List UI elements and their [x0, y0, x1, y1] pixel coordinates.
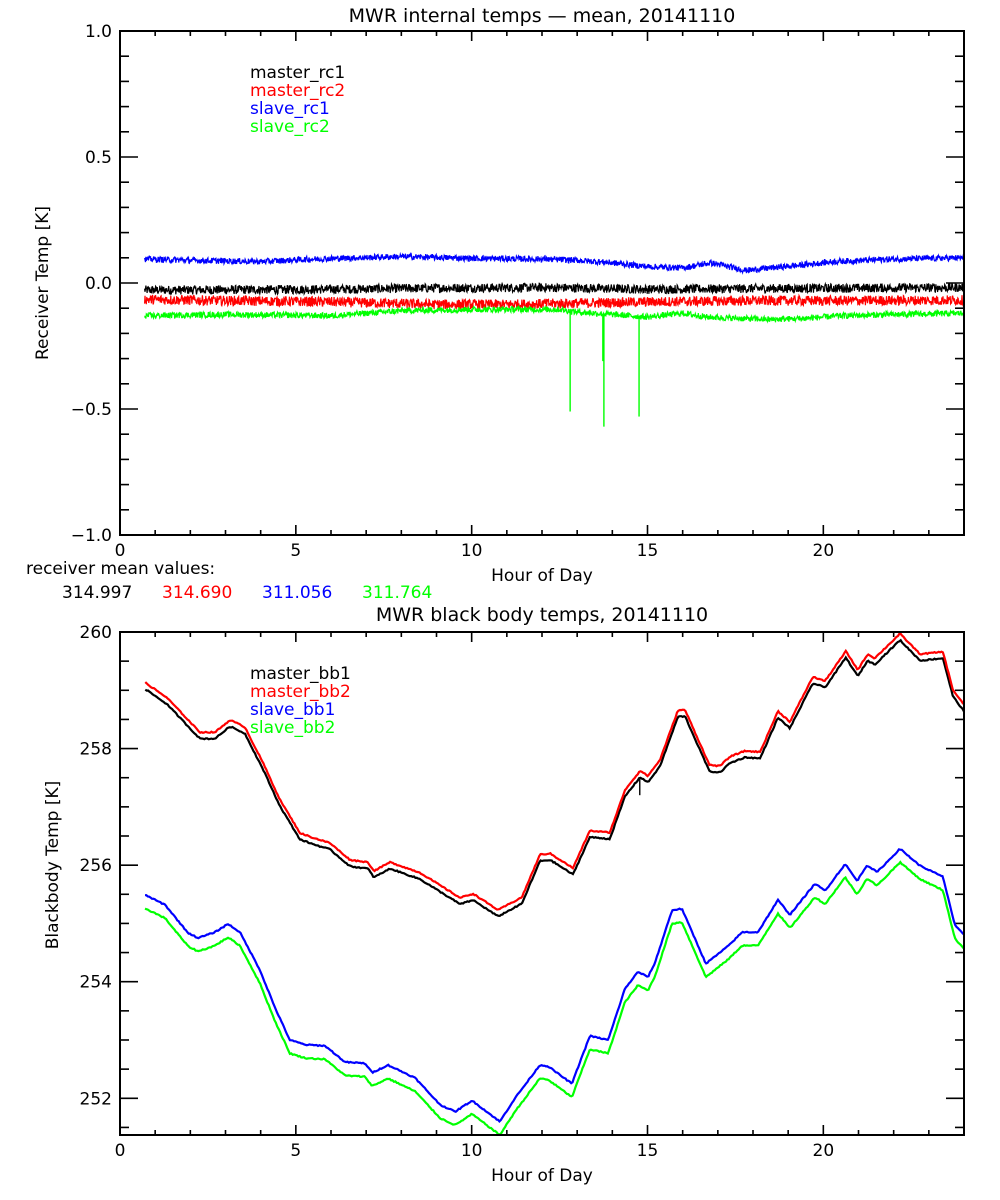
series-line-slave_rc2: [144, 304, 964, 324]
y-tick-label: 256: [80, 856, 112, 876]
x-tick-label: 20: [813, 541, 835, 561]
blackbody-temps-chart: MWR black body temps, 20141110 0 5 10 15 20 2…: [43, 604, 965, 1186]
x-tick-label: 15: [637, 541, 659, 561]
legend-item-slave_rc1: slave_rc1: [250, 99, 330, 119]
series-line-master_bb2: [144, 632, 964, 911]
x-tick-label: 0: [115, 541, 126, 561]
x-tick-label: 5: [290, 1141, 301, 1161]
series-line-master_rc1: [144, 281, 964, 297]
x-tick-label: 20: [813, 1141, 835, 1161]
plot-frame: [119, 30, 965, 536]
y-tick-label: 0.0: [85, 274, 112, 294]
legend-item-master_bb1: master_bb1: [250, 664, 351, 684]
receiver-mean-value-2: 311.056: [262, 583, 332, 603]
chart-title: MWR internal temps — mean, 20141110: [349, 5, 736, 27]
y-tick-label: −0.5: [71, 400, 112, 420]
series-line-slave_rc1: [144, 251, 964, 275]
x-tick-label: 10: [461, 541, 483, 561]
receiver-mean-value-3: 311.764: [362, 583, 432, 603]
series-line-slave_bb1: [145, 848, 964, 1124]
x-tick-label: 0: [115, 1141, 126, 1161]
x-axis-label: Hour of Day: [491, 566, 593, 586]
legend-item-slave_rc2: slave_rc2: [250, 117, 330, 137]
series-line-slave_bb2: [144, 860, 964, 1135]
receiver-mean-label: receiver mean values:: [26, 559, 215, 579]
legend-item-slave_bb1: slave_bb1: [250, 700, 335, 720]
y-axis-label: Blackbody Temp [K]: [43, 781, 63, 950]
legend-item-master_rc1: master_rc1: [250, 63, 345, 83]
x-tick-label: 5: [290, 541, 301, 561]
x-axis-label: Hour of Day: [491, 1166, 593, 1186]
x-tick-label: 10: [461, 1141, 483, 1161]
x-tick-label: 15: [637, 1141, 659, 1161]
y-tick-label: 260: [80, 623, 112, 643]
y-tick-label: 252: [80, 1089, 112, 1109]
y-tick-label: −1.0: [71, 526, 112, 546]
y-tick-label: 258: [80, 740, 112, 760]
plot-frame: [119, 631, 965, 1136]
internal-temps-chart: MWR internal temps — mean, 20141110 0 5 10…: [26, 5, 965, 603]
y-tick-label: 1.0: [85, 22, 112, 42]
y-tick-label: 0.5: [85, 148, 112, 168]
series-line-master_rc2: [144, 293, 964, 312]
series-line-master_bb1: [144, 638, 964, 918]
y-axis-label: Receiver Temp [K]: [33, 206, 53, 360]
legend-item-master_bb2: master_bb2: [250, 682, 351, 702]
receiver-mean-value-1: 314.690: [162, 583, 232, 603]
chart-title: MWR black body temps, 20141110: [376, 604, 708, 626]
receiver-mean-value-0: 314.997: [62, 583, 132, 603]
legend-item-slave_bb2: slave_bb2: [250, 718, 335, 738]
y-tick-label: 254: [80, 973, 112, 993]
legend-item-master_rc2: master_rc2: [250, 81, 345, 101]
